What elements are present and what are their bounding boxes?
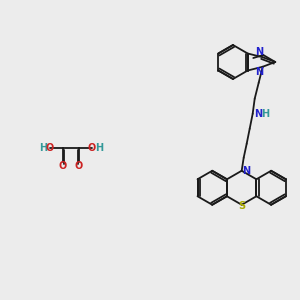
Text: O: O	[46, 143, 54, 153]
Text: O: O	[59, 161, 67, 171]
Text: N: N	[243, 166, 251, 176]
Text: O: O	[88, 143, 96, 153]
Text: N: N	[256, 67, 264, 77]
Text: N: N	[256, 47, 264, 57]
Text: H: H	[95, 143, 103, 153]
Text: H: H	[39, 143, 47, 153]
Text: H: H	[262, 109, 270, 119]
Text: O: O	[75, 161, 83, 171]
Text: S: S	[238, 201, 245, 211]
Text: N: N	[255, 109, 263, 119]
